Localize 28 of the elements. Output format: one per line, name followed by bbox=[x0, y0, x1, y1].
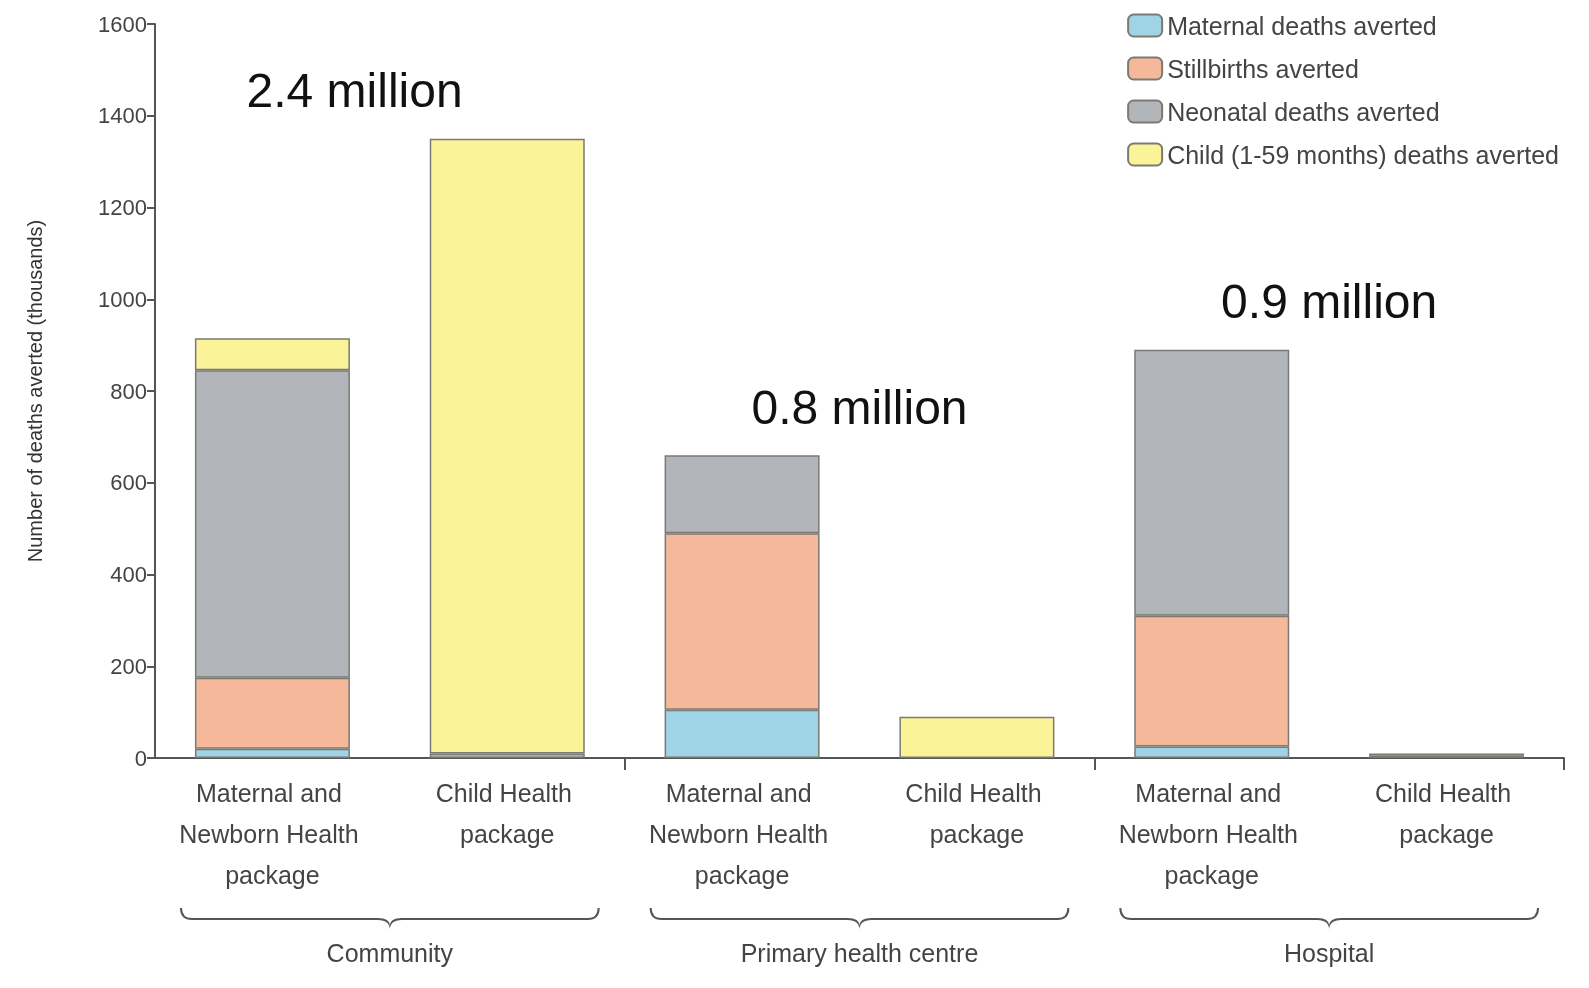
y-tick-label: 600 bbox=[110, 470, 147, 496]
x-tick-label: Maternal and Newborn Health package bbox=[648, 778, 836, 889]
x-tick-label: Maternal and Newborn Health package bbox=[1118, 778, 1305, 889]
annotation: 0.8 million bbox=[751, 380, 968, 434]
x-tick-label: Maternal and Newborn Health package bbox=[179, 778, 366, 889]
bar bbox=[899, 716, 1055, 758]
bar bbox=[429, 138, 585, 754]
legend-label: Child (1-59 months) deaths averted bbox=[1167, 140, 1559, 169]
y-tick-label: 200 bbox=[110, 653, 147, 679]
y-tick-label: 400 bbox=[110, 562, 147, 587]
legend-label: Neonatal deaths averted bbox=[1167, 97, 1440, 126]
text: Community bbox=[326, 939, 454, 967]
legend-label: Stillbirths averted bbox=[1167, 54, 1359, 83]
legend-label: Maternal deaths averted bbox=[1167, 11, 1437, 40]
y-tick-label: 0 bbox=[134, 745, 147, 771]
y-tick-label: 1200 bbox=[98, 195, 147, 220]
annotation: 2.4 million bbox=[246, 63, 463, 117]
x-tick-label: Child Health package bbox=[905, 778, 1049, 848]
x-tick-label: Child Health package bbox=[1375, 778, 1519, 848]
x-tick-label: Child Health package bbox=[435, 778, 579, 848]
annotation: 0.9 million bbox=[1221, 275, 1438, 329]
y-tick-label: 1600 bbox=[98, 11, 147, 37]
y-tick-label: 1000 bbox=[98, 286, 147, 312]
y-tick-label: 1400 bbox=[98, 103, 147, 129]
y-axis-title: Number of deaths averted (thousands) bbox=[24, 219, 46, 563]
y-tick-label: 800 bbox=[110, 378, 147, 404]
text: Hospital bbox=[1284, 939, 1375, 967]
text: Primary health centre bbox=[740, 939, 979, 967]
